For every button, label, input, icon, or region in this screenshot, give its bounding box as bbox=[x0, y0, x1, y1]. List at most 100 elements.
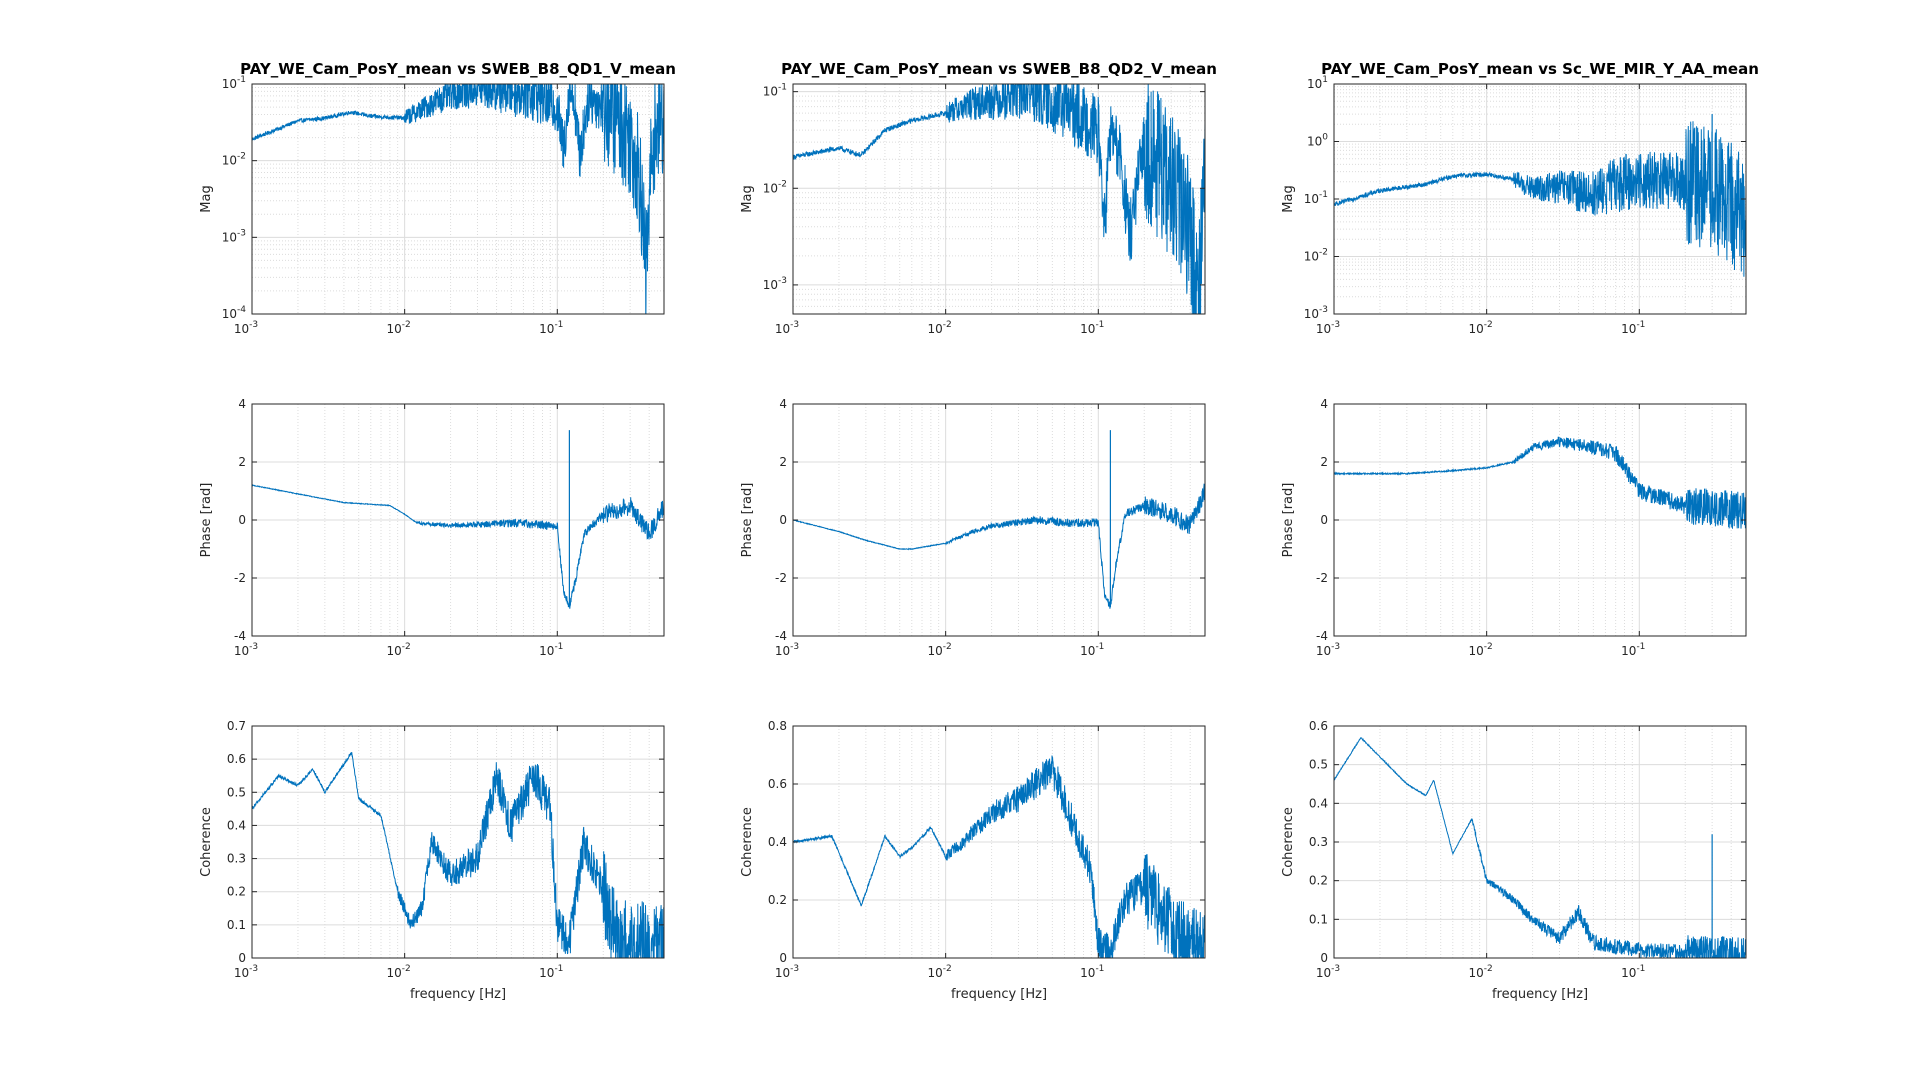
x-tick-label: 10-3 bbox=[775, 320, 799, 336]
x-tick-label: 10-1 bbox=[539, 964, 563, 980]
y-tick-label: 0.1 bbox=[227, 918, 246, 932]
y-tick-label: 0.7 bbox=[227, 719, 246, 733]
y-tick-label: 2 bbox=[779, 455, 787, 469]
x-tick-label: 10-2 bbox=[387, 320, 411, 336]
y-tick-label: 0.8 bbox=[768, 719, 787, 733]
x-axis-label: frequency [Hz] bbox=[1492, 987, 1588, 1002]
y-tick-label: 4 bbox=[238, 397, 246, 411]
x-tick-label: 10-2 bbox=[928, 320, 952, 336]
x-tick-label: 10-3 bbox=[234, 320, 258, 336]
y-axis-label: Phase [rad] bbox=[199, 483, 214, 558]
y-tick-label: 0.2 bbox=[227, 885, 246, 899]
subplot-2: 10-3 10-2 10-1 10-3 10-2 10-1 PAY_WE_Cam_PosY_… bbox=[740, 60, 1217, 336]
data-series bbox=[793, 84, 1205, 314]
y-tick-label: -2 bbox=[234, 571, 246, 585]
y-tick-label: 0.2 bbox=[768, 893, 787, 907]
x-tick-label: 10-3 bbox=[234, 642, 258, 658]
x-tick-label: 10-2 bbox=[1469, 642, 1493, 658]
y-tick-label: 10-3 bbox=[1304, 305, 1328, 321]
y-axis-label: Phase [rad] bbox=[740, 483, 755, 558]
x-tick-label: 10-1 bbox=[539, 320, 563, 336]
x-tick-label: 10-3 bbox=[775, 964, 799, 980]
x-tick-label: 10-2 bbox=[387, 642, 411, 658]
y-tick-label: 10-1 bbox=[222, 75, 246, 91]
y-tick-label: 10-3 bbox=[222, 228, 246, 244]
subplot-1: 10-3 10-2 10-110-410-310-210-1PAY_WE_Cam_P… bbox=[199, 60, 676, 336]
subplot-title: PAY_WE_Cam_PosY_mean vs SWEB_B8_QD2_V_me… bbox=[781, 60, 1217, 78]
x-tick-label: 10-3 bbox=[775, 642, 799, 658]
data-series bbox=[1334, 737, 1746, 958]
y-tick-label: 10-2 bbox=[763, 179, 787, 195]
plot-area bbox=[252, 84, 664, 314]
y-tick-label: 0.4 bbox=[1309, 796, 1328, 810]
y-tick-label: 101 bbox=[1307, 75, 1328, 91]
y-tick-label: 2 bbox=[238, 455, 246, 469]
y-tick-label: 0.5 bbox=[227, 785, 246, 799]
x-tick-label: 10-2 bbox=[928, 642, 952, 658]
x-tick-label: 10-2 bbox=[387, 964, 411, 980]
y-tick-label: 0.3 bbox=[227, 852, 246, 866]
x-tick-label: 10-2 bbox=[1469, 320, 1493, 336]
y-axis-label: Coherence bbox=[199, 807, 214, 877]
y-tick-label: 0.2 bbox=[1309, 874, 1328, 888]
data-series bbox=[252, 484, 664, 609]
major-grid bbox=[251, 725, 664, 959]
x-tick-label: 10-3 bbox=[1316, 320, 1340, 336]
y-axis-label: Mag bbox=[740, 185, 755, 212]
y-tick-label: 0 bbox=[779, 513, 787, 527]
subplot-3: 10-3 10-2 10-1 10-3 10-2 10-1 100 101PAY_WE_Cam… bbox=[1281, 60, 1759, 336]
y-tick-label: 4 bbox=[779, 397, 787, 411]
y-tick-label: 0.4 bbox=[227, 818, 246, 832]
subplot-4: 10-3 10-2 10-1 -4 -2 0 2 4 Phase [rad] bbox=[199, 397, 665, 658]
y-tick-label: 0.3 bbox=[1309, 835, 1328, 849]
y-tick-label: 10-3 bbox=[763, 276, 787, 292]
x-axis-label: frequency [Hz] bbox=[410, 987, 506, 1002]
y-tick-label: 0.4 bbox=[768, 835, 787, 849]
y-tick-label: 0.6 bbox=[227, 752, 246, 766]
x-axis-label: frequency [Hz] bbox=[951, 987, 1047, 1002]
x-tick-label: 10-2 bbox=[928, 964, 952, 980]
data-series bbox=[252, 752, 664, 958]
subplot-7: 10-3 10-2 10-1 0 0.1 0.2 0.3 0.4 0.5 0.6 0.7 Cohere… bbox=[199, 719, 665, 1002]
x-tick-label: 10-1 bbox=[1080, 964, 1104, 980]
data-series bbox=[793, 483, 1205, 609]
y-tick-label: 0 bbox=[1320, 513, 1328, 527]
y-tick-label: -2 bbox=[1316, 571, 1328, 585]
data-series bbox=[252, 84, 664, 314]
y-tick-label: 0.6 bbox=[768, 777, 787, 791]
y-tick-label: 0.6 bbox=[1309, 719, 1328, 733]
y-axis-label: Coherence bbox=[1281, 807, 1296, 877]
y-tick-label: 0.1 bbox=[1309, 912, 1328, 926]
data-series bbox=[1334, 121, 1746, 277]
x-tick-label: 10-1 bbox=[1080, 642, 1104, 658]
y-tick-label: 0.5 bbox=[1309, 758, 1328, 772]
y-tick-label: 4 bbox=[1320, 397, 1328, 411]
x-tick-label: 10-3 bbox=[234, 964, 258, 980]
x-tick-label: 10-1 bbox=[1621, 964, 1645, 980]
y-axis-label: Mag bbox=[199, 185, 214, 212]
minor-grid bbox=[252, 84, 665, 314]
y-tick-label: 0 bbox=[779, 951, 787, 965]
y-axis-label: Coherence bbox=[740, 807, 755, 877]
subplot-6: 10-3 10-2 10-1 -4 -2 0 2 4 Phase [rad] bbox=[1281, 397, 1747, 658]
y-tick-label: -2 bbox=[775, 571, 787, 585]
plot-area bbox=[252, 726, 664, 958]
subplot-title: PAY_WE_Cam_PosY_mean vs SWEB_B8_QD1_V_me… bbox=[240, 60, 676, 78]
y-axis-label: Mag bbox=[1281, 185, 1296, 212]
subplot-5: 10-3 10-2 10-1 -4 -2 0 2 4 Phase [rad] bbox=[740, 397, 1206, 658]
axes-box bbox=[251, 83, 665, 315]
x-tick-label: 10-3 bbox=[1316, 964, 1340, 980]
y-tick-label: 10-2 bbox=[1304, 248, 1328, 264]
y-tick-label: -4 bbox=[1316, 629, 1328, 643]
x-tick-label: 10-1 bbox=[1621, 320, 1645, 336]
x-tick-label: 10-3 bbox=[1316, 642, 1340, 658]
subplot-8: 10-3 10-2 10-1 0 0.2 0.4 0.6 0.8 Coherence freque… bbox=[740, 719, 1206, 1002]
axes-box bbox=[792, 83, 1206, 315]
y-tick-label: -4 bbox=[234, 629, 246, 643]
data-series bbox=[793, 755, 1205, 958]
plot-area bbox=[793, 84, 1205, 314]
y-tick-label: 10-1 bbox=[763, 83, 787, 99]
y-axis-label: Phase [rad] bbox=[1281, 483, 1296, 558]
y-tick-label: -4 bbox=[775, 629, 787, 643]
